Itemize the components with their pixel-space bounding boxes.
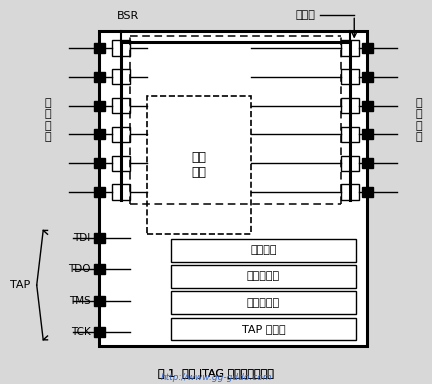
Text: TDI: TDI: [73, 233, 91, 243]
Bar: [171, 318, 356, 340]
Bar: [94, 264, 105, 274]
Text: BSR: BSR: [117, 11, 139, 21]
Bar: [341, 98, 359, 113]
Bar: [341, 127, 359, 142]
Bar: [341, 40, 359, 56]
Bar: [362, 158, 373, 168]
Bar: [341, 69, 359, 84]
Bar: [94, 296, 105, 306]
Text: 芯片
内核: 芯片 内核: [191, 151, 206, 179]
Bar: [94, 101, 105, 111]
Text: 旁路寄存器: 旁路寄存器: [247, 271, 280, 281]
Text: 图 1  支持 JTAG 标准的芯片结构: 图 1 支持 JTAG 标准的芯片结构: [158, 369, 274, 379]
Bar: [112, 184, 130, 200]
Bar: [94, 43, 105, 53]
Bar: [112, 156, 130, 171]
Bar: [94, 327, 105, 337]
Text: 图 1  支持 JTAG 标准的芯片结构: 图 1 支持 JTAG 标准的芯片结构: [158, 369, 274, 379]
Bar: [341, 156, 359, 171]
Bar: [147, 96, 251, 234]
Text: TMS: TMS: [69, 296, 91, 306]
Bar: [362, 101, 373, 111]
Bar: [99, 31, 367, 346]
Bar: [112, 69, 130, 84]
Bar: [94, 187, 105, 197]
Bar: [112, 98, 130, 113]
Bar: [362, 129, 373, 139]
Bar: [94, 158, 105, 168]
Text: TCK: TCK: [71, 327, 91, 337]
Text: http://www.gg-gddo.com: http://www.gg-gddo.com: [160, 373, 272, 382]
Text: 扫描链: 扫描链: [295, 10, 315, 20]
Bar: [362, 43, 373, 53]
Bar: [171, 291, 356, 314]
Bar: [171, 239, 356, 262]
Bar: [94, 233, 105, 243]
Text: 输
出
引
脚: 输 出 引 脚: [416, 98, 422, 142]
Text: TAP: TAP: [10, 280, 30, 290]
Bar: [112, 127, 130, 142]
Text: TAP 控制器: TAP 控制器: [242, 324, 285, 334]
Bar: [94, 129, 105, 139]
Text: 器件识别: 器件识别: [250, 245, 277, 255]
Text: 输
入
引
脚: 输 入 引 脚: [44, 98, 51, 142]
Bar: [94, 72, 105, 82]
Text: TDO: TDO: [68, 264, 91, 274]
Bar: [171, 265, 356, 288]
Bar: [362, 72, 373, 82]
Text: 指令寄存器: 指令寄存器: [247, 298, 280, 308]
Bar: [112, 40, 130, 56]
Bar: [341, 184, 359, 200]
Bar: [362, 187, 373, 197]
